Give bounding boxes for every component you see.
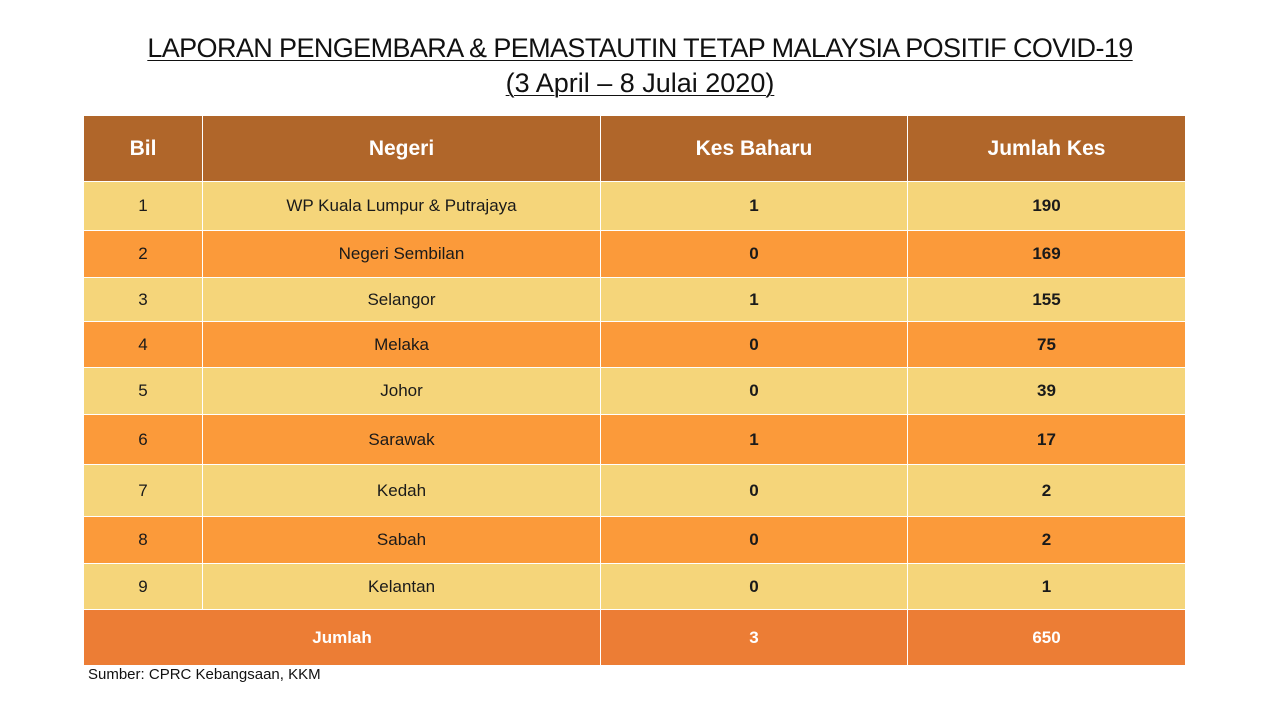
negeri-cell: Selangor — [202, 277, 601, 322]
bil-cell: 4 — [83, 321, 203, 368]
jumlah-kes-cell: 169 — [907, 230, 1186, 278]
bil-cell: 5 — [83, 367, 203, 415]
header-bil: Bil — [83, 116, 203, 182]
kes-baharu-cell: 0 — [600, 321, 908, 368]
kes-baharu-cell: 1 — [600, 277, 908, 322]
table-row: 4 Melaka 0 75 — [83, 321, 1186, 368]
negeri-cell: Sabah — [202, 516, 601, 564]
cases-table: Bil Negeri Kes Baharu Jumlah Kes 1 WP Kua… — [83, 116, 1186, 666]
kes-baharu-cell: 0 — [600, 464, 908, 517]
kes-baharu-cell: 0 — [600, 367, 908, 415]
table-row: 3 Selangor 1 155 — [83, 277, 1186, 322]
kes-baharu-cell: 1 — [600, 181, 908, 231]
table-header-row: Bil Negeri Kes Baharu Jumlah Kes — [83, 116, 1186, 182]
jumlah-kes-cell: 39 — [907, 367, 1186, 415]
bil-cell: 3 — [83, 277, 203, 322]
table-row: 7 Kedah 0 2 — [83, 464, 1186, 517]
kes-baharu-cell: 0 — [600, 516, 908, 564]
jumlah-kes-cell: 2 — [907, 464, 1186, 517]
table-row: 9 Kelantan 0 1 — [83, 563, 1186, 610]
jumlah-kes-cell: 17 — [907, 414, 1186, 465]
report-title: LAPORAN PENGEMBARA & PEMASTAUTIN TETAP M… — [147, 33, 1133, 63]
jumlah-kes-cell: 2 — [907, 516, 1186, 564]
source-note: Sumber: CPRC Kebangsaan, KKM — [88, 666, 321, 683]
bil-cell: 9 — [83, 563, 203, 610]
negeri-cell: WP Kuala Lumpur & Putrajaya — [202, 181, 601, 231]
negeri-cell: Kelantan — [202, 563, 601, 610]
kes-baharu-cell: 1 — [600, 414, 908, 465]
table-row: 2 Negeri Sembilan 0 169 — [83, 230, 1186, 278]
jumlah-kes-cell: 1 — [907, 563, 1186, 610]
table-row: 5 Johor 0 39 — [83, 367, 1186, 415]
total-row: Jumlah 3 650 — [83, 609, 1186, 666]
bil-cell: 7 — [83, 464, 203, 517]
negeri-cell: Johor — [202, 367, 601, 415]
negeri-cell: Kedah — [202, 464, 601, 517]
jumlah-kes-cell: 155 — [907, 277, 1186, 322]
report-date-range: (3 April – 8 Julai 2020) — [505, 68, 775, 98]
bil-cell: 2 — [83, 230, 203, 278]
negeri-cell: Negeri Sembilan — [202, 230, 601, 278]
table-row: 1 WP Kuala Lumpur & Putrajaya 1 190 — [83, 181, 1186, 231]
negeri-cell: Sarawak — [202, 414, 601, 465]
negeri-cell: Melaka — [202, 321, 601, 368]
total-kes-baharu: 3 — [600, 609, 908, 666]
bil-cell: 6 — [83, 414, 203, 465]
header-kes-baharu: Kes Baharu — [600, 116, 908, 182]
kes-baharu-cell: 0 — [600, 563, 908, 610]
jumlah-kes-cell: 75 — [907, 321, 1186, 368]
table-row: 6 Sarawak 1 17 — [83, 414, 1186, 465]
table-row: 8 Sabah 0 2 — [83, 516, 1186, 564]
total-label: Jumlah — [83, 609, 601, 666]
bil-cell: 1 — [83, 181, 203, 231]
header-negeri: Negeri — [202, 116, 601, 182]
jumlah-kes-cell: 190 — [907, 181, 1186, 231]
bil-cell: 8 — [83, 516, 203, 564]
total-jumlah-kes: 650 — [907, 609, 1186, 666]
header-jumlah-kes: Jumlah Kes — [907, 116, 1186, 182]
kes-baharu-cell: 0 — [600, 230, 908, 278]
